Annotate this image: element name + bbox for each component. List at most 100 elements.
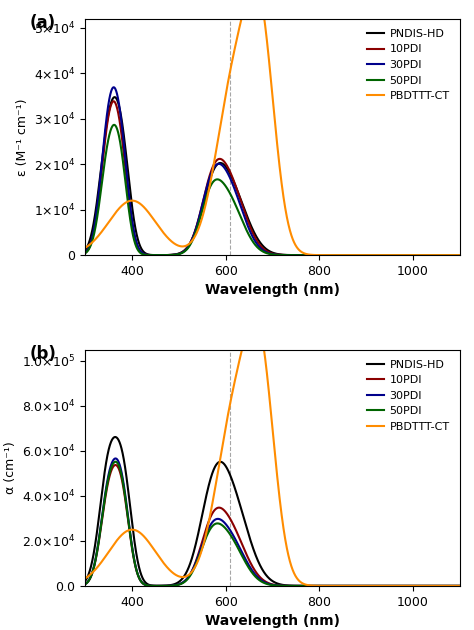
30PDI	[255, 241, 261, 249]
10PDI	[457, 251, 463, 259]
PNDIS-HD	[101, 136, 107, 144]
50PDI	[446, 582, 452, 590]
30PDI	[446, 251, 452, 259]
Line: 30PDI: 30PDI	[85, 88, 460, 255]
30PDI	[101, 133, 107, 140]
PNDIS-HD	[82, 246, 88, 254]
10PDI	[113, 461, 118, 469]
30PDI	[82, 249, 88, 256]
10PDI	[446, 251, 452, 259]
30PDI	[101, 495, 107, 503]
10PDI	[82, 580, 88, 588]
PBDTTT-CT	[457, 251, 463, 259]
PBDTTT-CT	[446, 582, 452, 590]
50PDI	[101, 160, 107, 168]
PNDIS-HD	[255, 235, 261, 243]
PNDIS-HD	[101, 470, 107, 478]
50PDI	[446, 582, 452, 590]
PNDIS-HD	[377, 582, 383, 590]
Legend: PNDIS-HD, 10PDI, 30PDI, 50PDI, PBDTTT-CT: PNDIS-HD, 10PDI, 30PDI, 50PDI, PBDTTT-CT	[363, 355, 454, 437]
PNDIS-HD	[265, 246, 271, 254]
PBDTTT-CT	[101, 224, 107, 232]
PNDIS-HD	[446, 251, 452, 259]
50PDI	[446, 251, 452, 259]
50PDI	[377, 582, 383, 590]
30PDI	[111, 84, 117, 91]
PBDTTT-CT	[377, 251, 383, 259]
Y-axis label: α (cm⁻¹): α (cm⁻¹)	[4, 442, 17, 494]
PNDIS-HD	[446, 582, 452, 590]
PNDIS-HD	[446, 582, 452, 590]
PBDTTT-CT	[265, 43, 271, 50]
50PDI	[377, 251, 383, 259]
PNDIS-HD	[82, 577, 88, 585]
30PDI	[377, 251, 383, 259]
30PDI	[457, 251, 463, 259]
50PDI	[255, 575, 261, 583]
PNDIS-HD	[112, 93, 118, 101]
50PDI	[457, 582, 463, 590]
PBDTTT-CT	[457, 582, 463, 590]
Line: PBDTTT-CT: PBDTTT-CT	[85, 315, 460, 586]
30PDI	[265, 249, 271, 256]
Line: PNDIS-HD: PNDIS-HD	[85, 97, 460, 255]
Line: 50PDI: 50PDI	[85, 125, 460, 255]
Y-axis label: ε (M⁻¹ cm⁻¹): ε (M⁻¹ cm⁻¹)	[16, 98, 28, 176]
30PDI	[446, 582, 452, 590]
50PDI	[82, 249, 88, 257]
50PDI	[255, 244, 261, 251]
30PDI	[457, 582, 463, 590]
X-axis label: Wavelength (nm): Wavelength (nm)	[205, 284, 340, 297]
50PDI	[265, 249, 271, 257]
10PDI	[446, 582, 452, 590]
PNDIS-HD	[457, 582, 463, 590]
50PDI	[82, 580, 88, 588]
PBDTTT-CT	[255, 315, 261, 323]
Text: (b): (b)	[29, 345, 56, 363]
50PDI	[265, 580, 271, 588]
Line: PBDTTT-CT: PBDTTT-CT	[85, 0, 460, 255]
PBDTTT-CT	[101, 554, 107, 562]
Line: 50PDI: 50PDI	[85, 462, 460, 586]
50PDI	[101, 498, 107, 505]
30PDI	[113, 455, 118, 462]
10PDI	[101, 500, 107, 507]
10PDI	[101, 142, 107, 150]
PBDTTT-CT	[446, 251, 452, 259]
PNDIS-HD	[112, 433, 118, 441]
PNDIS-HD	[377, 251, 383, 259]
10PDI	[111, 98, 117, 105]
10PDI	[255, 238, 261, 246]
Line: 30PDI: 30PDI	[85, 459, 460, 586]
X-axis label: Wavelength (nm): Wavelength (nm)	[205, 614, 340, 628]
PNDIS-HD	[457, 251, 463, 259]
10PDI	[446, 251, 452, 259]
PBDTTT-CT	[82, 244, 88, 251]
30PDI	[446, 251, 452, 259]
30PDI	[265, 580, 271, 587]
PNDIS-HD	[265, 573, 271, 581]
PNDIS-HD	[446, 251, 452, 259]
30PDI	[255, 573, 261, 581]
30PDI	[377, 582, 383, 590]
Line: 10PDI: 10PDI	[85, 465, 460, 586]
30PDI	[446, 582, 452, 590]
PBDTTT-CT	[377, 582, 383, 590]
Line: PNDIS-HD: PNDIS-HD	[85, 437, 460, 586]
Text: (a): (a)	[29, 14, 55, 32]
30PDI	[82, 580, 88, 588]
10PDI	[265, 579, 271, 587]
50PDI	[457, 251, 463, 259]
PBDTTT-CT	[82, 575, 88, 582]
PBDTTT-CT	[265, 375, 271, 383]
Line: 10PDI: 10PDI	[85, 101, 460, 255]
10PDI	[265, 248, 271, 255]
Legend: PNDIS-HD, 10PDI, 30PDI, 50PDI, PBDTTT-CT: PNDIS-HD, 10PDI, 30PDI, 50PDI, PBDTTT-CT	[363, 25, 454, 106]
10PDI	[82, 249, 88, 256]
PBDTTT-CT	[252, 311, 257, 319]
10PDI	[446, 582, 452, 590]
10PDI	[457, 582, 463, 590]
10PDI	[377, 251, 383, 259]
50PDI	[113, 458, 118, 466]
PBDTTT-CT	[446, 251, 452, 259]
